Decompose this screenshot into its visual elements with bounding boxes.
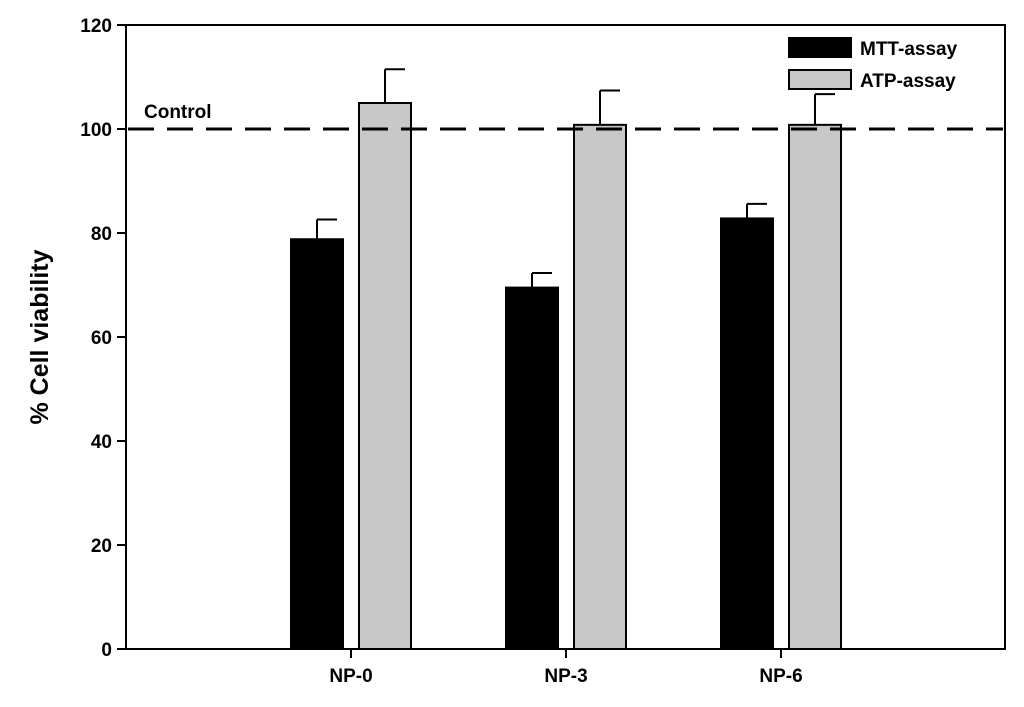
- x-axis: NP-0 NP-3 NP-6: [329, 649, 803, 687]
- error-bars-layer: [316, 68, 835, 288]
- bar-atp-assay: [358, 102, 412, 650]
- y-axis: 0 20 40 60 80 100 120: [80, 16, 126, 661]
- legend-label-mtt-assay: MTT-assay: [860, 39, 958, 60]
- bars-layer: [290, 102, 842, 651]
- bar-mtt-assay: [505, 286, 559, 650]
- y-tick-label: 20: [91, 536, 112, 557]
- x-tick-label: NP-0: [329, 666, 372, 687]
- y-axis-title: % Cell viability: [26, 249, 54, 424]
- y-tick-label: 100: [80, 120, 112, 141]
- control-reference-label: Control: [144, 102, 212, 123]
- bar-mtt-assay: [290, 238, 344, 651]
- legend-swatch-mtt-assay: [788, 37, 852, 58]
- y-tick-label: 120: [80, 16, 112, 37]
- bar-atp-assay: [573, 123, 627, 650]
- y-tick-label: 60: [91, 328, 112, 349]
- y-tick-label: 40: [91, 432, 112, 453]
- x-tick-label: NP-6: [759, 666, 802, 687]
- legend-label-atp-assay: ATP-assay: [860, 71, 956, 92]
- plot-frame: [125, 24, 1006, 650]
- y-tick-label: 80: [91, 224, 112, 245]
- bar-mtt-assay: [720, 217, 774, 650]
- x-tick-label: NP-3: [544, 666, 587, 687]
- legend-swatch-atp-assay: [788, 69, 852, 90]
- legend: MTT-assay ATP-assay: [788, 37, 958, 92]
- y-tick-label: 0: [101, 640, 112, 661]
- bar-atp-assay: [788, 123, 842, 650]
